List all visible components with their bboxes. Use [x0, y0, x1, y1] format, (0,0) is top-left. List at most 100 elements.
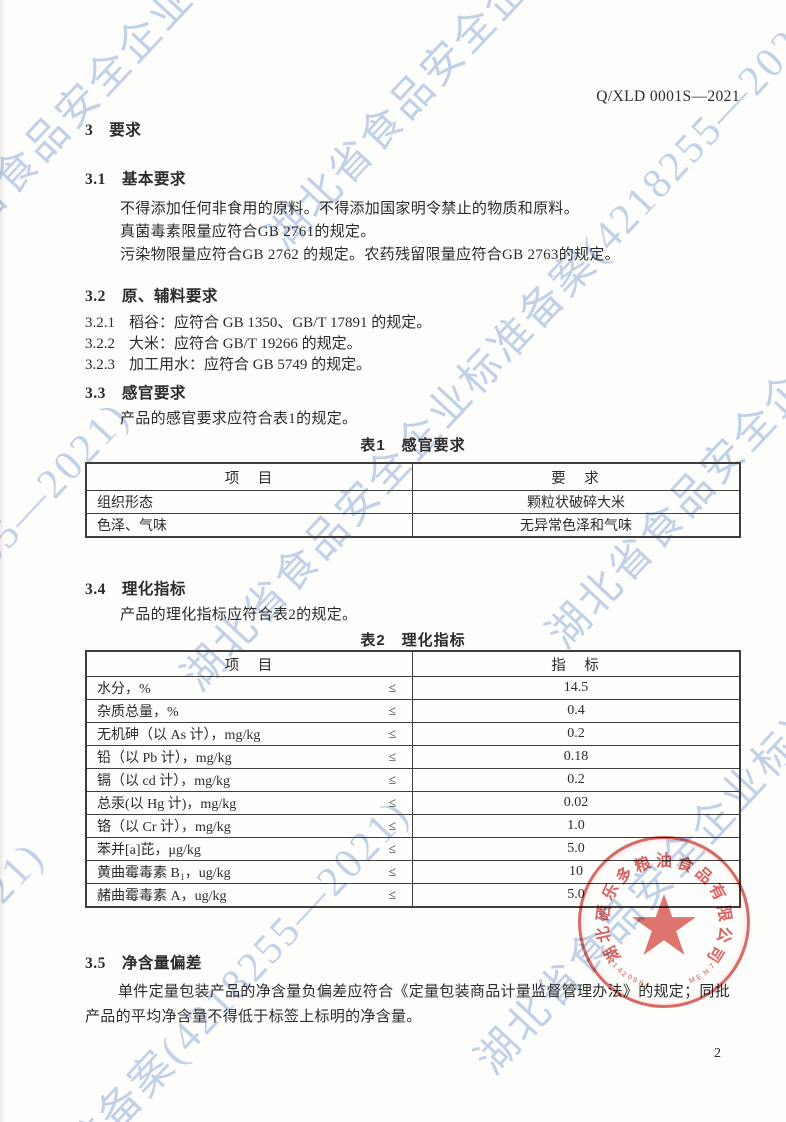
paragraph: 单件定量包装产品的净含量负偏差应符合《定量包装商品计量监督管理办法》的规定；同批…	[85, 984, 731, 1025]
section-title: 要求	[109, 122, 142, 139]
indicator-name: 无机砷（以 As 计），mg/kg	[97, 728, 261, 743]
table-row: 色泽、气味 无异常色泽和气味	[87, 513, 739, 536]
less-equal-symbol: ≤	[388, 772, 396, 787]
less-equal-symbol: ≤	[388, 841, 396, 856]
table-cell-value: 无异常色泽和气味	[520, 519, 632, 534]
table-cell-item: 无机砷（以 As 计），mg/kg ≤	[87, 723, 413, 745]
section-number: 3.5	[85, 955, 106, 972]
document-number: Q/XLD 0001S—2021	[596, 88, 740, 105]
section-title: 原、辅料要求	[121, 288, 218, 305]
less-equal-symbol: ≤	[388, 818, 396, 833]
table-row: 水分，% ≤14.5	[87, 676, 739, 699]
indicator-name: 铅（以 Pb 计），mg/kg	[97, 751, 232, 766]
section-title: 基本要求	[121, 171, 186, 188]
table-cell-value: 5.0	[567, 841, 585, 856]
table-cell-value: 14.5	[563, 680, 589, 695]
less-equal-symbol: ≤	[388, 864, 396, 879]
table-header-row: 项 目 要 求	[87, 464, 739, 490]
table-cell-item: 水分，% ≤	[87, 677, 413, 699]
indicator-name: 苯并[a]芘，μg/kg	[97, 843, 201, 858]
less-equal-symbol: ≤	[388, 726, 396, 741]
clause-number: 3.2.2	[85, 336, 115, 352]
section-3-3-heading: 3.3 感官要求	[85, 381, 186, 403]
section-number: 3.4	[85, 581, 106, 598]
table-row: 赭曲霉毒素 A，ug/kg ≤5.0	[87, 883, 739, 906]
table-cell-item: 组织形态	[87, 491, 413, 513]
section-title: 净含量偏差	[121, 955, 202, 972]
paragraph-line: 真菌毒素限量应符合GB 2761的规定。	[120, 224, 376, 240]
physicochemical-indicators-table: 项 目 指 标 水分，% ≤14.5 杂质总量，% ≤0.4 无机砷（以 As 计），m…	[85, 650, 741, 908]
table-cell-value: 0.02	[563, 795, 589, 810]
table-cell-value: 颗粒状破碎大米	[527, 496, 625, 511]
indicator-name: 总汞(以 Hg 计)，mg/kg	[97, 797, 237, 812]
page-number: 2	[714, 1046, 721, 1061]
clause-number: 3.2.1	[85, 315, 115, 331]
section-number: 3.3	[85, 385, 106, 402]
table-cell-value: 0.4	[567, 703, 585, 718]
indicator-name: 黄曲霉毒素 B₁，ug/kg	[97, 866, 231, 881]
indicator-name: 水分，%	[97, 682, 151, 697]
clause-text: 大米：应符合 GB/T 19266 的规定。	[129, 336, 362, 352]
table-cell-value: 0.2	[567, 772, 585, 787]
table-cell-item: 黄曲霉毒素 B₁，ug/kg ≤	[87, 861, 413, 883]
table-row: 铅（以 Pb 计），mg/kg ≤0.18	[87, 745, 739, 768]
indicator-name: 杂质总量，%	[97, 705, 179, 720]
clause-3-2-2: 3.2.2 大米：应符合 GB/T 19266 的规定。	[85, 332, 362, 353]
section-number: 3.2	[85, 288, 106, 305]
section-title: 理化指标	[121, 581, 186, 598]
table-cell-item: 杂质总量，% ≤	[87, 700, 413, 722]
sensory-requirements-table: 项 目 要 求 组织形态 颗粒状破碎大米色泽、气味 无异常色泽和气味	[85, 462, 741, 538]
table-cell-value: 1.0	[567, 818, 585, 833]
column-header: 指 标	[551, 657, 601, 674]
paragraph-line: 产品的理化指标应符合表2的规定。	[120, 607, 358, 623]
table-cell-value: 5.0	[567, 887, 585, 902]
table-row: 苯并[a]芘，μg/kg ≤5.0	[87, 837, 739, 860]
table-cell-value: 0.18	[563, 749, 589, 764]
table-row: 黄曲霉毒素 B₁，ug/kg ≤10	[87, 860, 739, 883]
less-equal-symbol: ≤	[388, 680, 396, 695]
less-equal-symbol: ≤	[388, 795, 396, 810]
section-3-2-heading: 3.2 原、辅料要求	[85, 284, 218, 306]
table-cell-item: 铅（以 Pb 计），mg/kg ≤	[87, 746, 413, 768]
table2-caption: 表2 理化指标	[360, 632, 466, 649]
clause-number: 3.2.3	[85, 357, 115, 373]
section-3-5-heading: 3.5 净含量偏差	[85, 951, 202, 973]
section-3-1-heading: 3.1 基本要求	[85, 167, 186, 189]
table-cell-item: 赭曲霉毒素 A，ug/kg ≤	[87, 884, 413, 906]
table-cell-item: 色泽、气味	[87, 514, 413, 536]
table-cell-item: 铬（以 Cr 计），mg/kg ≤	[87, 815, 413, 837]
clause-3-2-3: 3.2.3 加工用水：应符合 GB 5749 的规定。	[85, 353, 371, 374]
less-equal-symbol: ≤	[388, 703, 396, 718]
section-number: 3.1	[85, 171, 106, 188]
table-row: 总汞(以 Hg 计)，mg/kg ≤0.02	[87, 791, 739, 814]
table-row: 无机砷（以 As 计），mg/kg ≤0.2	[87, 722, 739, 745]
paragraph-line: 污染物限量应符合GB 2762 的规定。农药残留限量应符合GB 2763的规定。	[120, 247, 620, 263]
table-header-row: 项 目 指 标	[87, 652, 739, 676]
column-header: 要 求	[551, 470, 601, 487]
table1-caption: 表1 感官要求	[360, 437, 466, 454]
indicator-name: 赭曲霉毒素 A，ug/kg	[97, 889, 227, 904]
clause-text: 稻谷：应符合 GB 1350、GB/T 17891 的规定。	[129, 315, 432, 331]
indicator-name: 铬（以 Cr 计），mg/kg	[97, 820, 231, 835]
table-cell-item: 镉（以 cd 计），mg/kg ≤	[87, 769, 413, 791]
section-3-4-heading: 3.4 理化指标	[85, 577, 186, 599]
less-equal-symbol: ≤	[388, 749, 396, 764]
table-cell-value: 10	[569, 864, 583, 879]
column-header: 项 目	[87, 652, 413, 676]
less-equal-symbol: ≤	[388, 887, 396, 902]
column-header: 项 目	[87, 464, 413, 490]
table-cell-value: 0.2	[567, 726, 585, 741]
clause-3-2-1: 3.2.1 稻谷：应符合 GB 1350、GB/T 17891 的规定。	[85, 311, 431, 332]
clause-text: 加工用水：应符合 GB 5749 的规定。	[129, 357, 372, 373]
section-title: 感官要求	[121, 385, 186, 402]
table-cell-item: 总汞(以 Hg 计)，mg/kg ≤	[87, 792, 413, 814]
table-row: 铬（以 Cr 计），mg/kg ≤1.0	[87, 814, 739, 837]
table-row: 杂质总量，% ≤0.4	[87, 699, 739, 722]
paragraph-line: 不得添加任何非食用的原料。不得添加国家明令禁止的物质和原料。	[120, 201, 580, 217]
table-row: 镉（以 cd 计），mg/kg ≤ 0.2	[87, 768, 739, 791]
table-row: 组织形态 颗粒状破碎大米	[87, 490, 739, 513]
section-3-heading: 3 要求	[85, 118, 141, 140]
section-number: 3	[85, 122, 94, 139]
